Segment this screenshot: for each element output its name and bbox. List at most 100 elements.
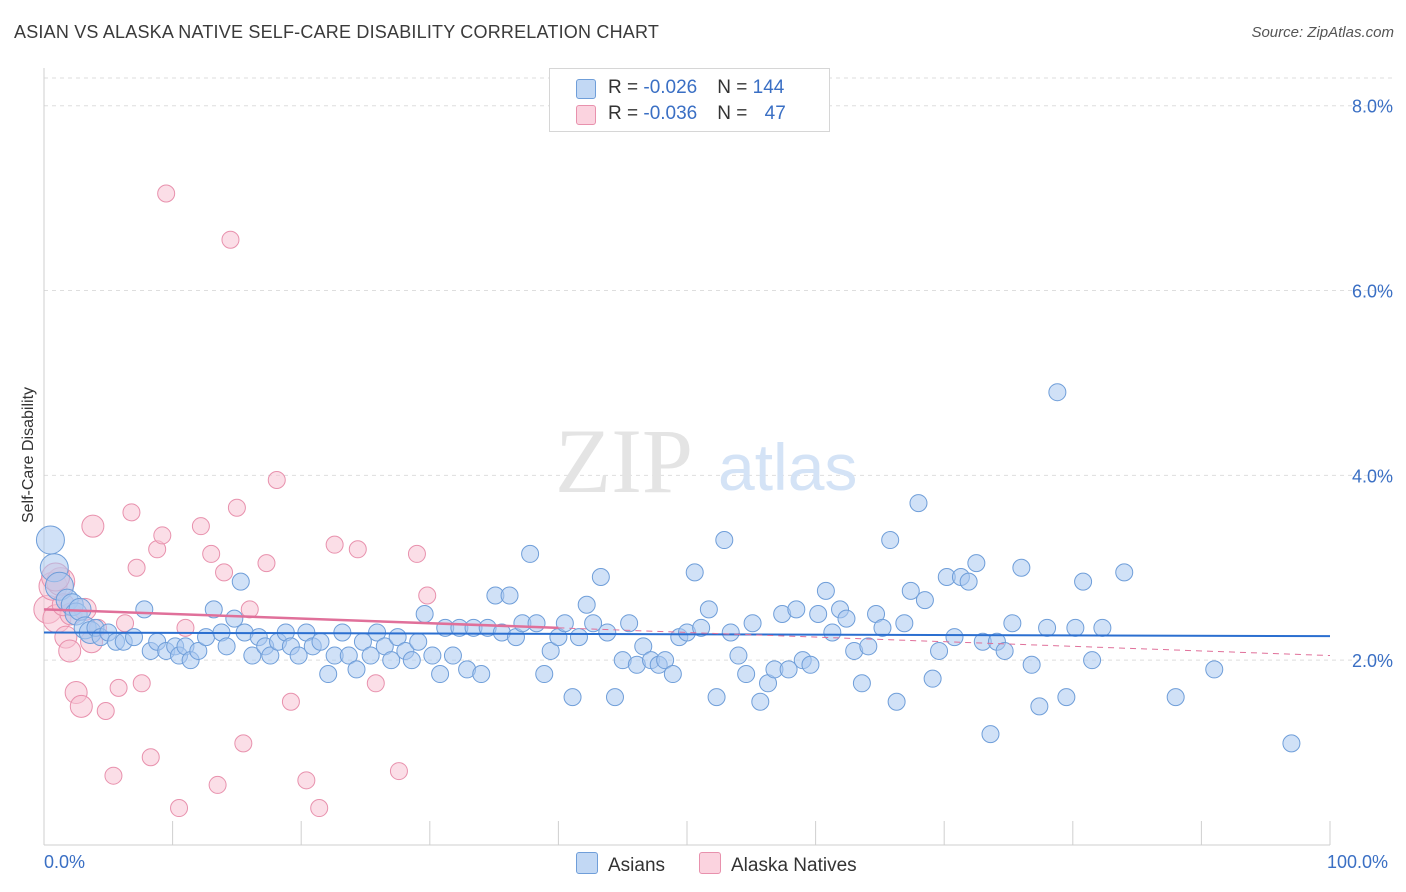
- alaska-native-point: [348, 540, 367, 559]
- asian-point: [895, 614, 914, 633]
- asian-point: [1083, 651, 1102, 670]
- asian-point: [591, 568, 610, 587]
- watermark-atlas: atlas: [718, 430, 857, 504]
- asian-point: [347, 660, 366, 679]
- alaska-native-point: [141, 748, 160, 767]
- asian-point: [692, 618, 711, 637]
- asian-point: [751, 692, 770, 711]
- asians-n-value: 144: [752, 77, 785, 98]
- asian-point: [423, 646, 442, 665]
- asian-point: [930, 641, 949, 660]
- asian-point: [715, 531, 734, 550]
- asian-point: [521, 544, 540, 563]
- asian-point: [443, 646, 462, 665]
- asian-point: [535, 665, 554, 684]
- asian-point: [243, 646, 262, 665]
- alaska-native-point: [257, 554, 276, 573]
- asian-point: [915, 591, 934, 610]
- natives-n-label: N =: [717, 103, 753, 124]
- alaska-natives-points: [33, 184, 437, 818]
- alaska-native-point: [267, 470, 286, 489]
- watermark-zip: ZIP: [555, 410, 693, 512]
- asian-point: [1115, 563, 1134, 582]
- asian-point: [1205, 660, 1224, 679]
- alaska-native-point: [96, 702, 115, 721]
- asian-point: [634, 637, 653, 656]
- asian-point: [809, 604, 828, 623]
- asian-point: [339, 646, 358, 665]
- grid-lines: [44, 77, 1392, 661]
- asian-point: [431, 665, 450, 684]
- asian-point: [729, 646, 748, 665]
- correlation-legend: R = -0.026 N = 144 R = -0.036 N = 47: [549, 68, 830, 132]
- bottom-natives-swatch: [699, 852, 721, 874]
- bottom-natives-label: Alaska Natives: [731, 855, 857, 876]
- y-tick-label: 4.0%: [1352, 466, 1393, 486]
- asian-point: [584, 614, 603, 633]
- asian-point: [289, 646, 308, 665]
- asian-point: [721, 623, 740, 642]
- y-tick-labels: 2.0% 4.0% 6.0% 8.0%: [1352, 97, 1393, 671]
- axes: [43, 68, 1331, 846]
- asian-point: [415, 604, 434, 623]
- asian-point: [541, 641, 560, 660]
- asian-point: [837, 609, 856, 628]
- alaska-native-point: [366, 674, 385, 693]
- asian-point: [577, 595, 596, 614]
- watermark: ZIP atlas: [555, 410, 857, 512]
- natives-trend-extension: [558, 627, 1331, 657]
- alaska-native-point: [170, 799, 189, 818]
- alaska-native-point: [157, 184, 176, 203]
- asian-point: [823, 623, 842, 642]
- y-axis-label: Self-Care Disability: [20, 386, 37, 524]
- asian-point: [35, 525, 65, 555]
- asian-point: [656, 651, 675, 670]
- asian-point: [197, 628, 216, 647]
- alaska-native-point: [104, 766, 123, 785]
- alaska-native-point: [221, 230, 240, 249]
- bottom-legend-asians: Asians: [576, 852, 665, 877]
- alaska-native-point: [122, 503, 141, 522]
- asians-r-value: -0.026: [643, 77, 698, 98]
- asian-point: [620, 614, 639, 633]
- asian-point: [605, 688, 624, 707]
- asian-point: [311, 632, 330, 651]
- asian-point: [959, 572, 978, 591]
- asian-point: [598, 623, 617, 642]
- asian-point: [135, 600, 154, 619]
- asian-point: [382, 651, 401, 670]
- asian-point: [402, 651, 421, 670]
- asian-point: [967, 554, 986, 573]
- asians-r-label: R =: [608, 77, 644, 98]
- natives-n-value: 47: [764, 103, 786, 124]
- asian-point: [1048, 383, 1067, 402]
- alaska-native-point: [234, 734, 253, 753]
- alaska-native-point: [58, 639, 82, 663]
- asian-point: [361, 646, 380, 665]
- asian-point: [743, 614, 762, 633]
- asian-point: [1093, 618, 1112, 637]
- asian-point: [1166, 688, 1185, 707]
- alaska-native-point: [109, 678, 128, 697]
- alaska-native-point: [132, 674, 151, 693]
- asian-point: [1012, 558, 1031, 577]
- asian-point: [555, 614, 574, 633]
- asian-point: [995, 641, 1014, 660]
- alaska-native-point: [215, 563, 234, 582]
- asian-point: [981, 725, 1000, 744]
- source-label: Source: ZipAtlas.com: [1251, 24, 1394, 41]
- alaska-native-point: [208, 775, 227, 794]
- natives-trend-line: [43, 608, 559, 630]
- bottom-asians-label: Asians: [608, 855, 666, 876]
- asian-point: [125, 628, 144, 647]
- alaska-native-point: [69, 694, 93, 718]
- asian-point: [569, 628, 588, 647]
- y-tick-label: 2.0%: [1352, 651, 1393, 671]
- alaska-native-point: [389, 762, 408, 781]
- asian-point: [319, 665, 338, 684]
- x-tick-left: 0.0%: [44, 852, 86, 872]
- asian-point: [1057, 688, 1076, 707]
- asian-point: [852, 674, 871, 693]
- asian-point: [873, 618, 892, 637]
